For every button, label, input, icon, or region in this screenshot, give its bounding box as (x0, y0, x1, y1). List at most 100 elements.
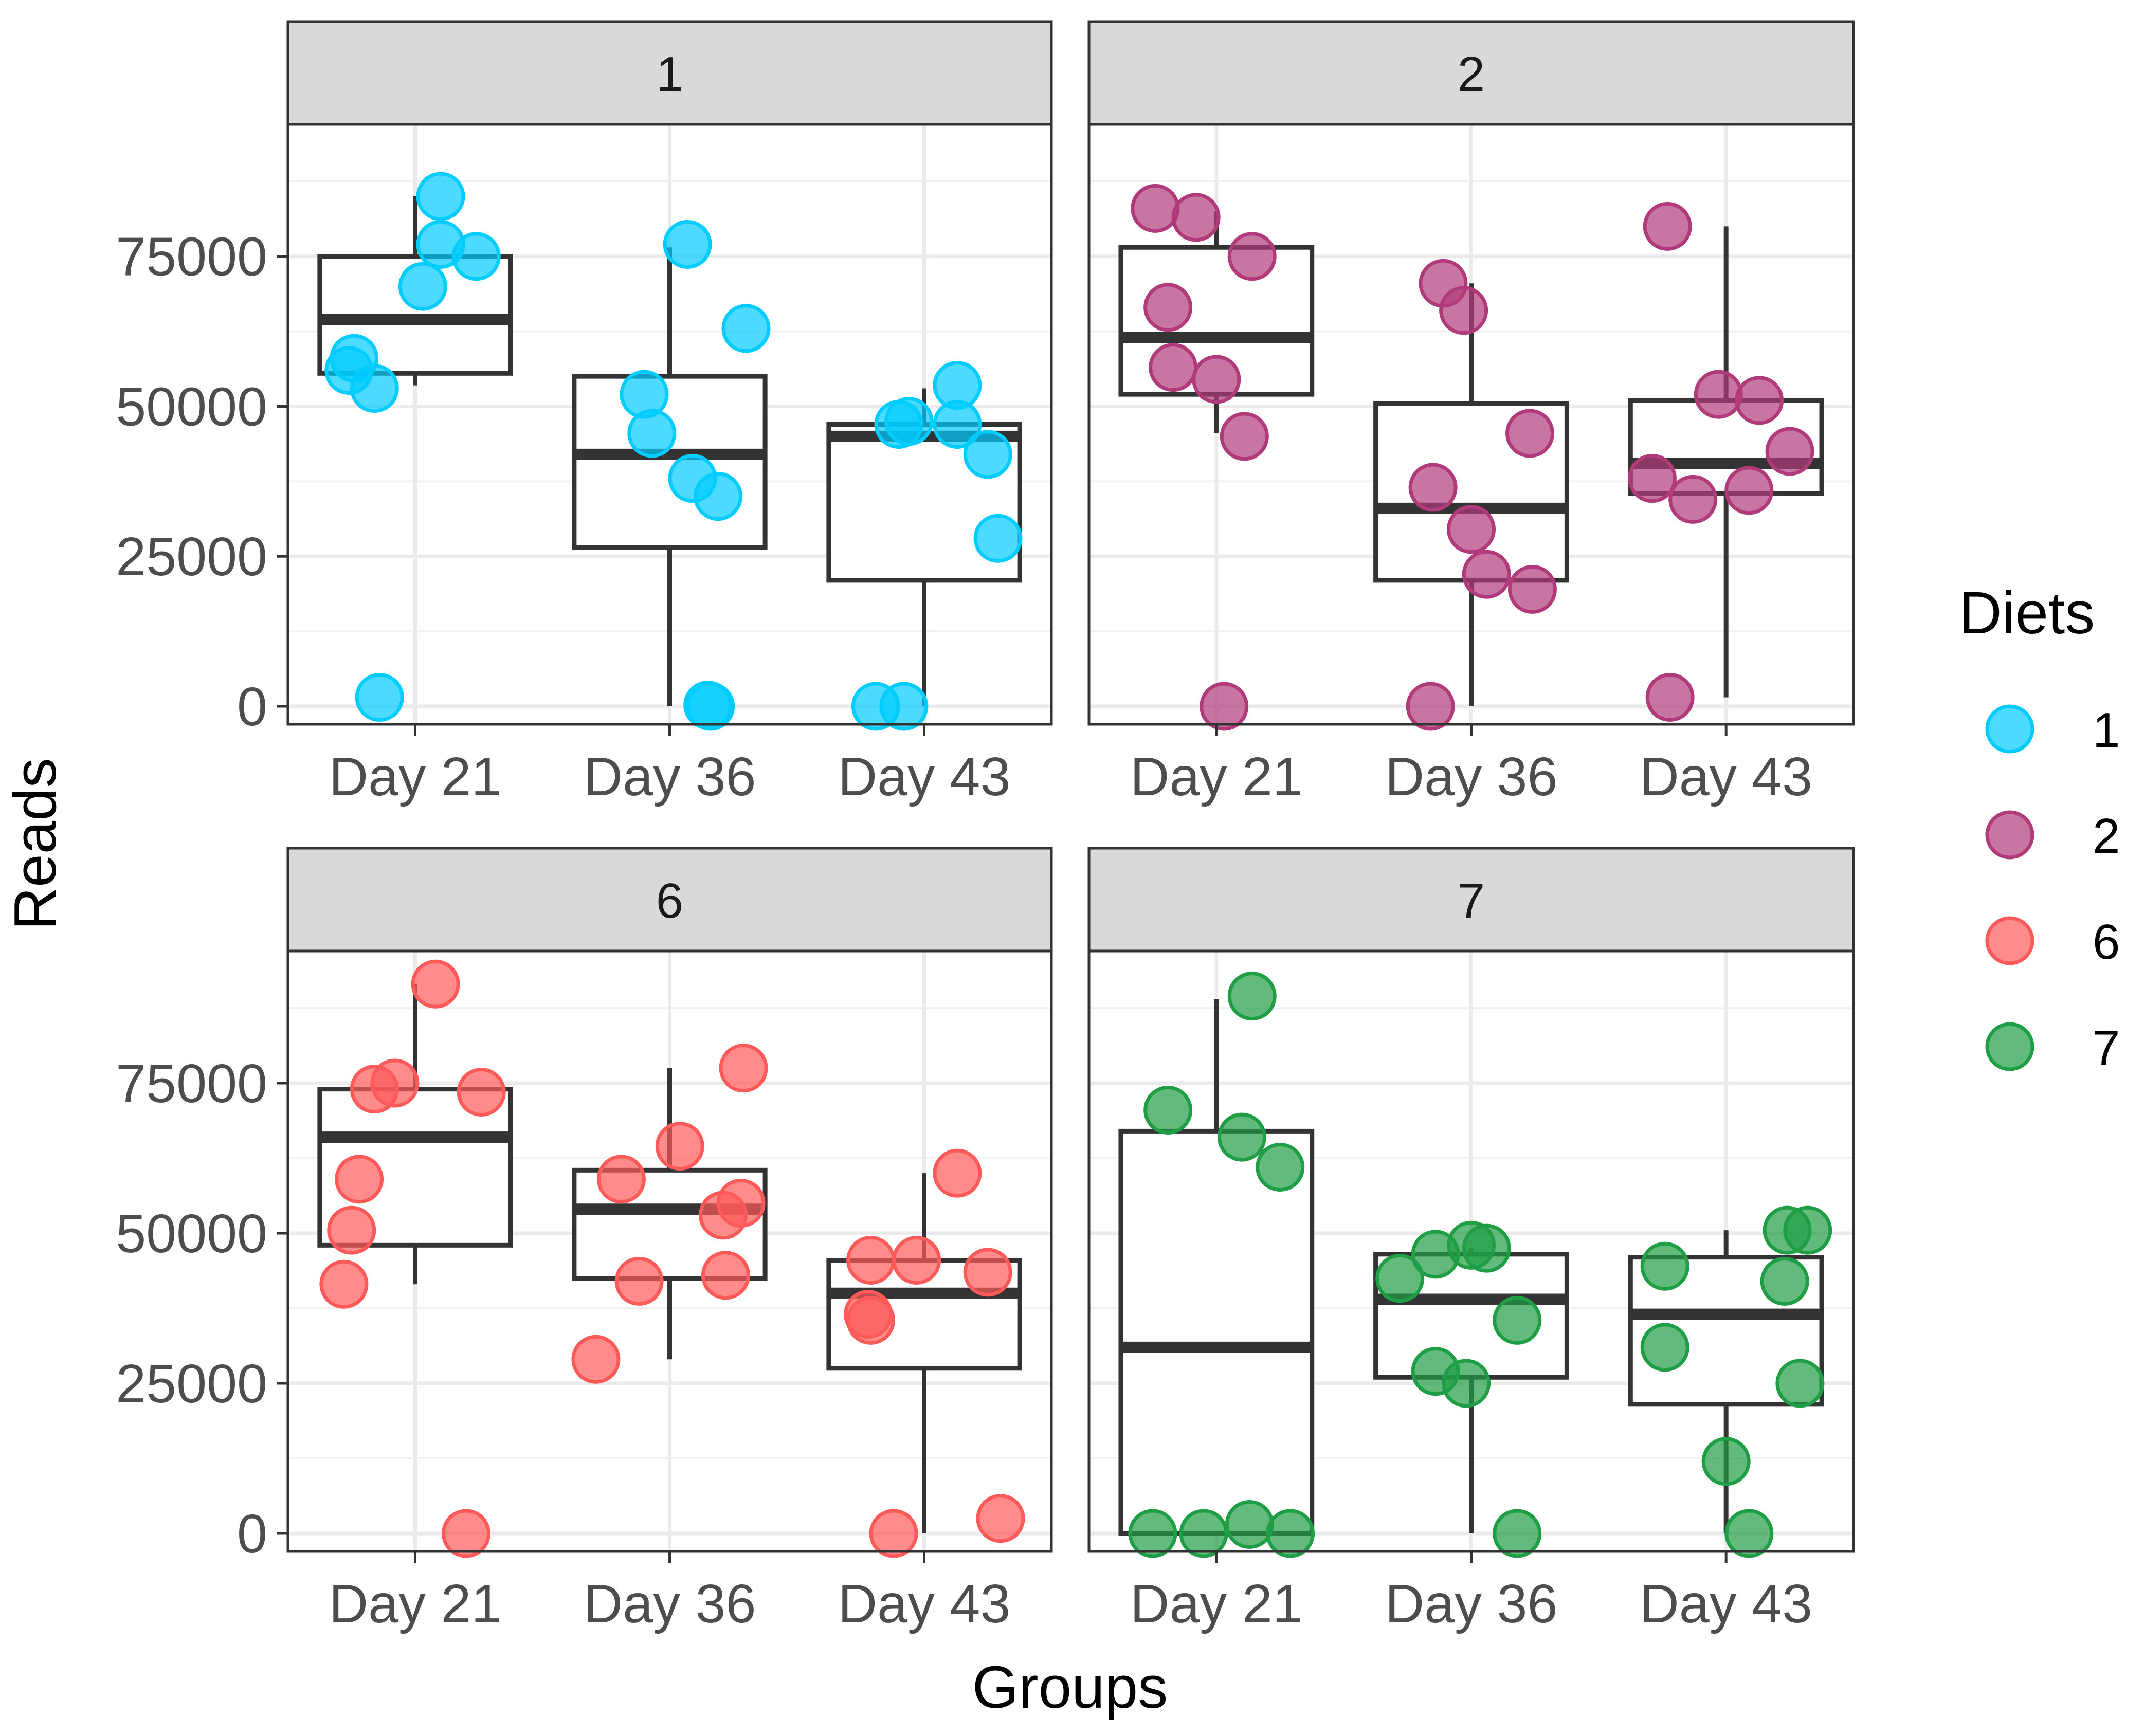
data-point (1462, 550, 1511, 599)
legend-label: 6 (2093, 915, 2120, 970)
data-point (319, 1259, 369, 1309)
data-point (398, 262, 447, 311)
x-tick-label: Day 43 (1640, 746, 1812, 807)
data-point (663, 220, 712, 269)
data-point (627, 409, 677, 458)
x-tick-label: Day 21 (329, 1574, 502, 1634)
panel-7: 7 Day 21 Day 36 Day 43 (1087, 847, 1855, 1634)
data-point (973, 514, 1023, 563)
data-point (1217, 1112, 1266, 1162)
panel-2: 2 Day 21 Day 36 Day 43 (1087, 20, 1855, 807)
legend-key (1985, 916, 2034, 965)
data-point (1171, 193, 1221, 242)
data-point (1643, 202, 1692, 251)
panel-6: 6 Day 21 Day 36 Day 43 0 25000 50000 75000 (116, 847, 1053, 1634)
data-point (335, 1155, 384, 1204)
data-point (892, 1236, 941, 1285)
data-point (1220, 412, 1269, 461)
data-point (1192, 355, 1241, 404)
data-point (694, 472, 743, 521)
data-point (963, 1248, 1012, 1297)
data-point (1735, 376, 1784, 425)
panel-strip-label: 1 (656, 47, 683, 102)
box-iqr (1118, 1128, 1315, 1536)
data-point (701, 1251, 750, 1300)
x-tick-label: Day 43 (1640, 1574, 1812, 1634)
panel-strip (286, 20, 1053, 126)
data-point (1462, 1223, 1511, 1273)
data-point (933, 1148, 982, 1198)
data-point (879, 682, 929, 731)
data-point (1256, 1142, 1305, 1192)
x-tick-label: Day 21 (1130, 1574, 1303, 1634)
data-point (1724, 1509, 1774, 1558)
y-tick-label: 25000 (116, 1354, 267, 1414)
legend-title: Diets (1959, 579, 2095, 646)
data-point (1408, 463, 1458, 512)
data-point (683, 681, 733, 730)
data-point (1668, 474, 1718, 524)
data-point (1143, 283, 1193, 332)
data-point (846, 1236, 896, 1285)
data-point (596, 1155, 646, 1204)
legend-key (1985, 1022, 2034, 1071)
x-axis-title: Groups (972, 1654, 1168, 1721)
panel-strip-label: 2 (1458, 47, 1485, 102)
data-point (1701, 1437, 1751, 1486)
box-iqr (572, 374, 768, 550)
data-point (1493, 1295, 1542, 1345)
data-point (1227, 232, 1277, 281)
data-point (1406, 682, 1455, 731)
data-point (1640, 1241, 1689, 1291)
data-point (846, 1295, 896, 1345)
data-point (976, 1494, 1025, 1543)
data-point (1128, 1509, 1177, 1558)
data-point (355, 672, 404, 722)
boxplot-day-21 (1118, 999, 1315, 1536)
panel-strip-label: 7 (1458, 873, 1485, 928)
data-point (350, 363, 399, 413)
x-tick-label: Day 36 (584, 746, 756, 807)
data-point (1760, 1256, 1809, 1306)
data-point (1505, 409, 1555, 458)
data-point (933, 400, 982, 449)
data-point (698, 1191, 748, 1240)
panel-strip (286, 847, 1053, 953)
data-point (327, 1205, 376, 1255)
panel-strip (1087, 847, 1855, 953)
data-point (1640, 1323, 1689, 1372)
data-point (442, 1509, 490, 1558)
data-point (1131, 184, 1180, 233)
x-tick-label: Day 43 (838, 746, 1011, 807)
x-tick-label: Day 36 (1385, 746, 1558, 807)
x-tick-label: Day 21 (1130, 746, 1303, 807)
data-point (457, 1067, 506, 1117)
boxplot-day-36 (572, 247, 768, 706)
legend-label: 7 (2093, 1020, 2120, 1075)
data-point (869, 1509, 918, 1558)
data-point (416, 172, 465, 221)
data-point (1783, 1205, 1832, 1255)
data-point (370, 1058, 420, 1108)
data-point (1442, 1359, 1491, 1408)
data-point (1447, 505, 1496, 554)
data-point (1775, 1359, 1825, 1408)
data-point (614, 1256, 664, 1306)
data-point (451, 232, 501, 281)
data-point (1724, 466, 1774, 515)
data-point (1200, 682, 1249, 731)
legend-key (1985, 704, 2034, 754)
y-axis-title: Reads (2, 758, 68, 930)
y-tick-label: 0 (237, 1504, 267, 1564)
legend-label: 2 (2093, 809, 2120, 864)
data-point (1645, 672, 1695, 722)
y-tick-label: 25000 (116, 526, 267, 587)
y-tick-label: 50000 (116, 376, 267, 437)
data-point (1375, 1254, 1425, 1303)
x-tick-label: Day 21 (329, 746, 502, 807)
data-point (721, 304, 771, 353)
data-point (1266, 1509, 1315, 1558)
data-point (719, 1044, 768, 1093)
